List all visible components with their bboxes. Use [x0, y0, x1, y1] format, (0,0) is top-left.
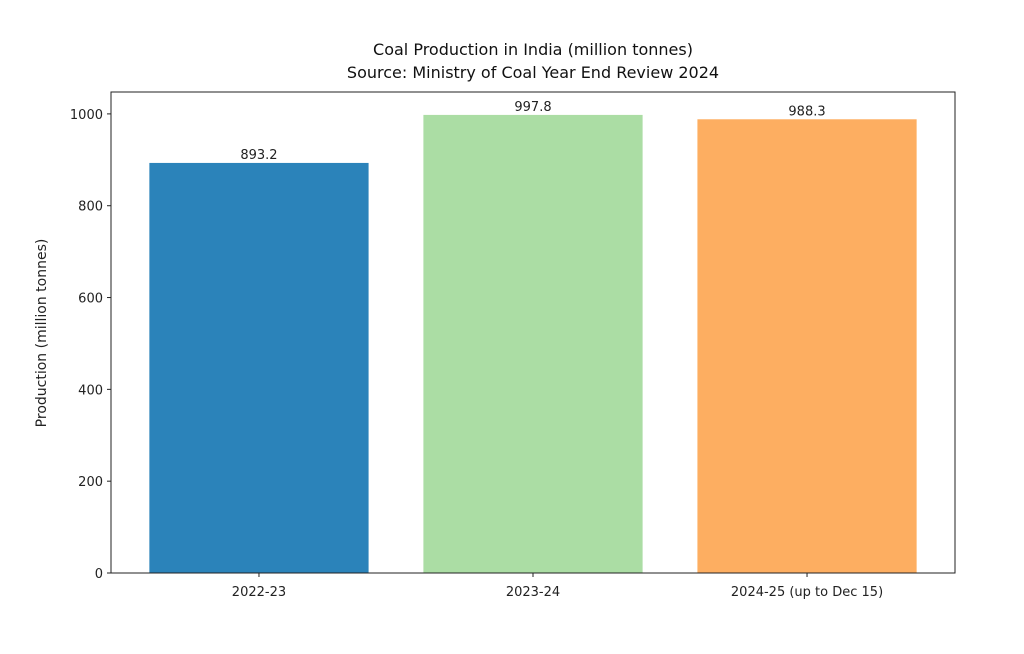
x-tick-label: 2024-25 (up to Dec 15) [731, 585, 883, 600]
chart-title: Coal Production in India (million tonnes… [373, 40, 693, 59]
y-tick-label: 1000 [70, 108, 103, 123]
bar-2024-25 (up to Dec 15) [697, 119, 917, 573]
plot-frame [110, 91, 956, 574]
chart-subtitle: Source: Ministry of Coal Year End Review… [347, 63, 719, 82]
data-label: 997.8 [514, 100, 551, 115]
bar-2022-23 [149, 162, 369, 573]
x-tick-label: 2023-24 [506, 585, 560, 600]
y-tick-label: 0 [95, 567, 103, 582]
x-tick-label: 2022-23 [232, 585, 286, 600]
y-tick-label: 800 [78, 200, 103, 215]
bar-2023-24 [423, 114, 643, 574]
data-label: 893.2 [240, 148, 277, 163]
y-tick-label: 600 [78, 292, 103, 307]
y-tick-label: 400 [78, 383, 103, 398]
y-tick-label: 200 [78, 475, 103, 490]
y-axis-label: Production (million tonnes) [34, 239, 50, 428]
data-label: 988.3 [788, 104, 825, 119]
